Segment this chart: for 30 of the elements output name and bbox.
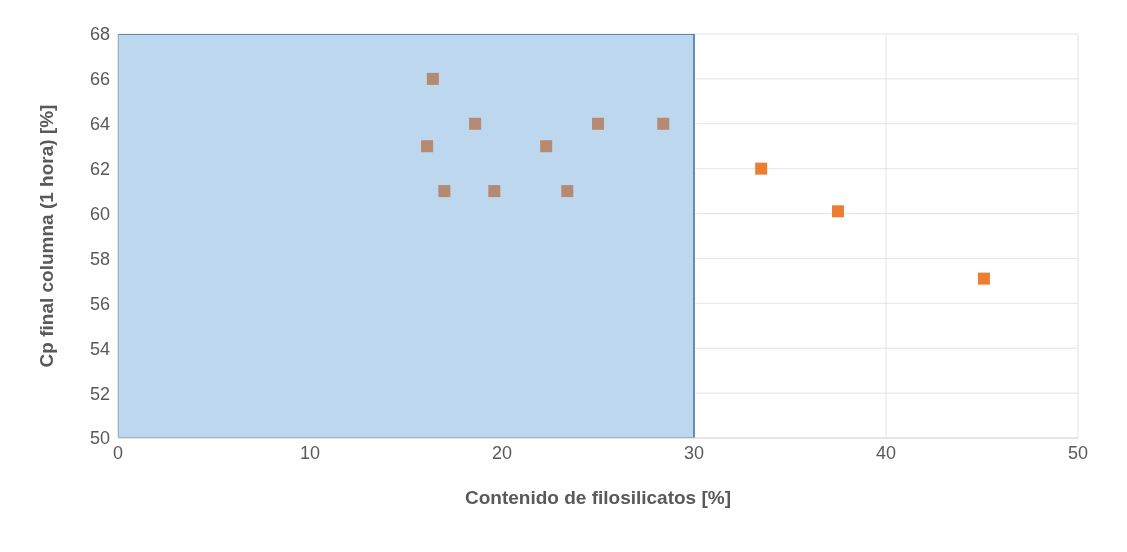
y-tick-label: 58 <box>89 248 110 269</box>
point <box>755 162 768 175</box>
y-tick-label: 62 <box>89 159 110 180</box>
point <box>657 117 670 130</box>
y-tick-label: 50 <box>89 428 110 449</box>
point <box>438 185 451 198</box>
point <box>469 117 482 130</box>
point <box>977 272 990 285</box>
y-tick-label: 64 <box>89 114 110 135</box>
y-tick-label: 54 <box>89 338 110 359</box>
x-tick-label: 20 <box>491 442 513 463</box>
x-tick-label: 10 <box>299 442 321 463</box>
y-tick-label: 66 <box>89 69 110 90</box>
y-axis-title: Cp final columna (1 hora) [%] <box>35 104 57 368</box>
x-tick-label: 50 <box>1067 442 1089 463</box>
y-tick-label: 60 <box>89 203 110 224</box>
point <box>592 117 604 130</box>
point <box>832 205 844 218</box>
point <box>540 140 553 153</box>
x-axis-title: Contenido de filosilicatos [%] <box>464 487 732 508</box>
point <box>426 72 439 85</box>
y-tick-label: 52 <box>89 383 110 404</box>
x-tick-label: 0 <box>112 442 124 463</box>
y-tick-label: 56 <box>89 293 110 314</box>
x-tick-label: 30 <box>683 442 705 463</box>
point <box>488 185 501 198</box>
y-tick-label: 68 <box>89 24 110 45</box>
point <box>561 185 574 198</box>
x-tick-label: 40 <box>875 442 897 463</box>
point <box>421 140 434 153</box>
